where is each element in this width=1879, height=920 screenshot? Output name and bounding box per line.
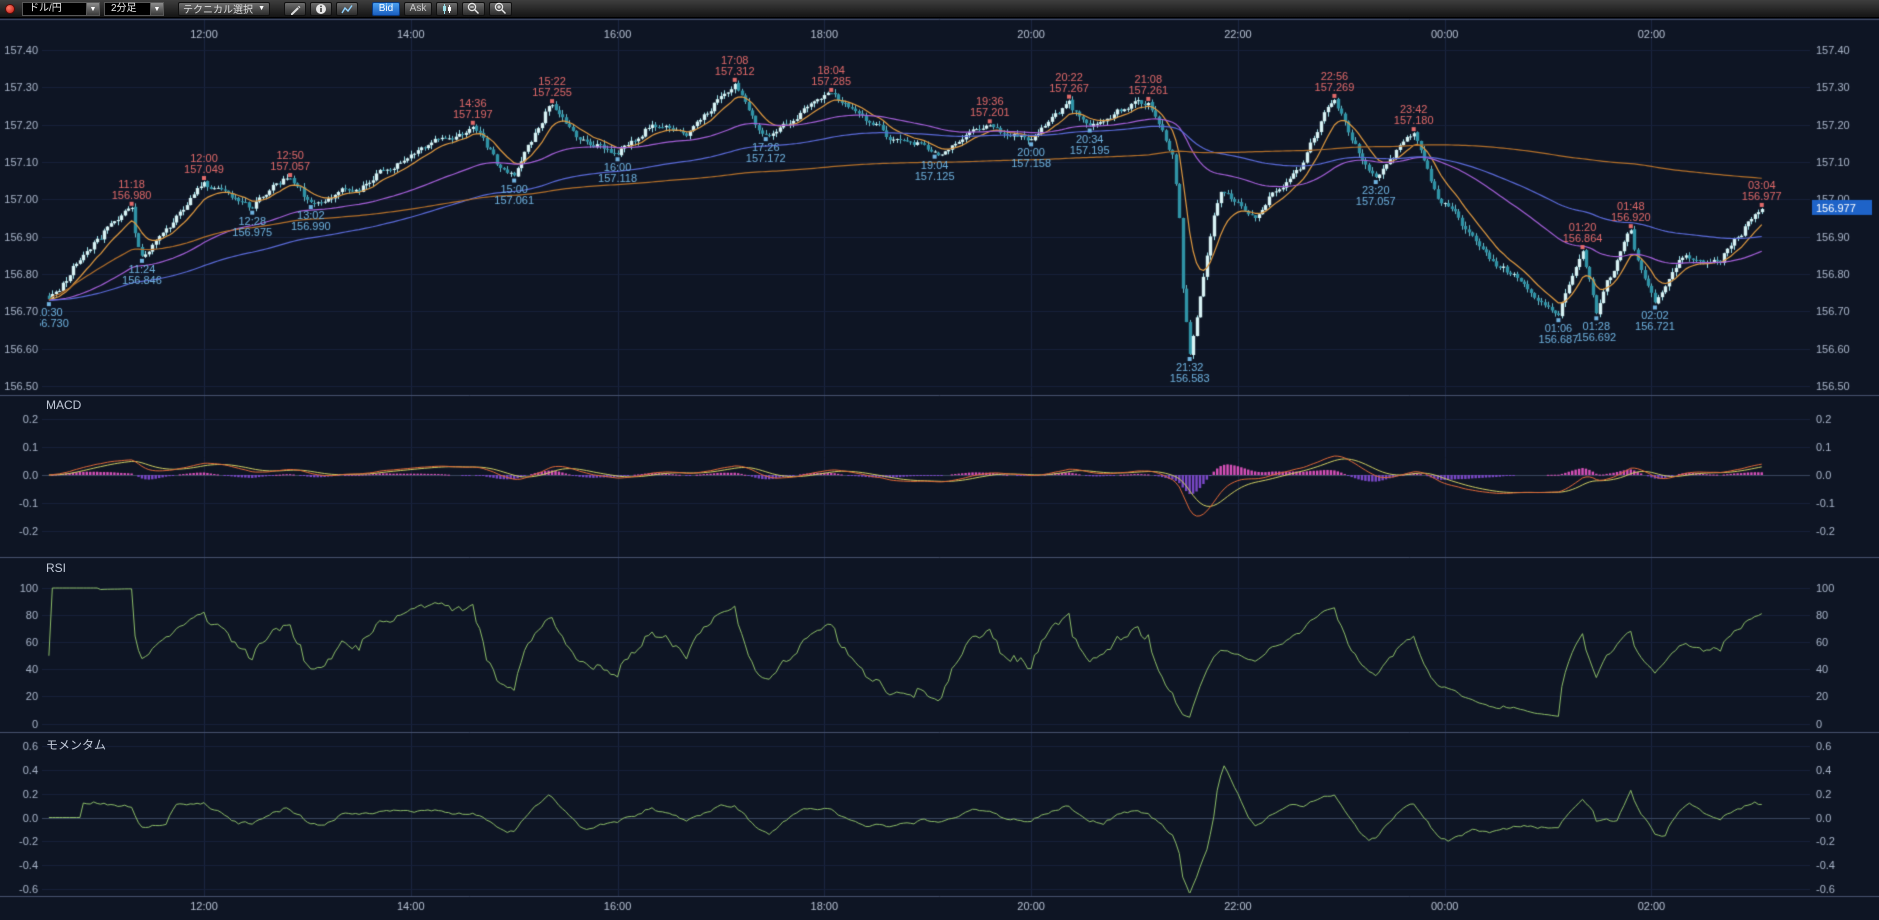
timeframe-select-value: 2分足 [104, 1, 150, 16]
pair-select-value: ドル/円 [22, 1, 86, 16]
ask-button[interactable]: Ask [404, 1, 432, 16]
chevron-down-icon[interactable]: ▼ [86, 1, 100, 16]
zoom-in-icon [494, 2, 507, 15]
pair-select[interactable]: ドル/円 ▼ [22, 1, 100, 16]
zoom-in-button[interactable] [489, 1, 512, 16]
toolbar: ドル/円 ▼ 2分足 ▼ テクニカル選択 ▼ [0, 0, 1879, 18]
line-chart-icon [341, 3, 353, 15]
bid-button[interactable]: Bid [372, 1, 400, 16]
technical-select[interactable]: テクニカル選択 ▼ [178, 1, 270, 16]
chart-style-button[interactable] [336, 1, 358, 16]
candle-type-button[interactable] [436, 1, 458, 16]
app-icon [5, 3, 15, 14]
chevron-down-icon: ▼ [258, 5, 265, 12]
zoom-out-icon [467, 2, 480, 15]
info-icon [315, 3, 327, 15]
info-button[interactable] [310, 1, 332, 16]
timeframe-select[interactable]: 2分足 ▼ [104, 1, 164, 16]
draw-tool-button[interactable] [284, 1, 306, 16]
chevron-down-icon[interactable]: ▼ [150, 1, 164, 16]
technical-select-value: テクニカル選択 [183, 5, 253, 16]
zoom-out-button[interactable] [462, 1, 485, 16]
candlestick-icon [441, 3, 453, 15]
pencil-icon [289, 3, 301, 15]
